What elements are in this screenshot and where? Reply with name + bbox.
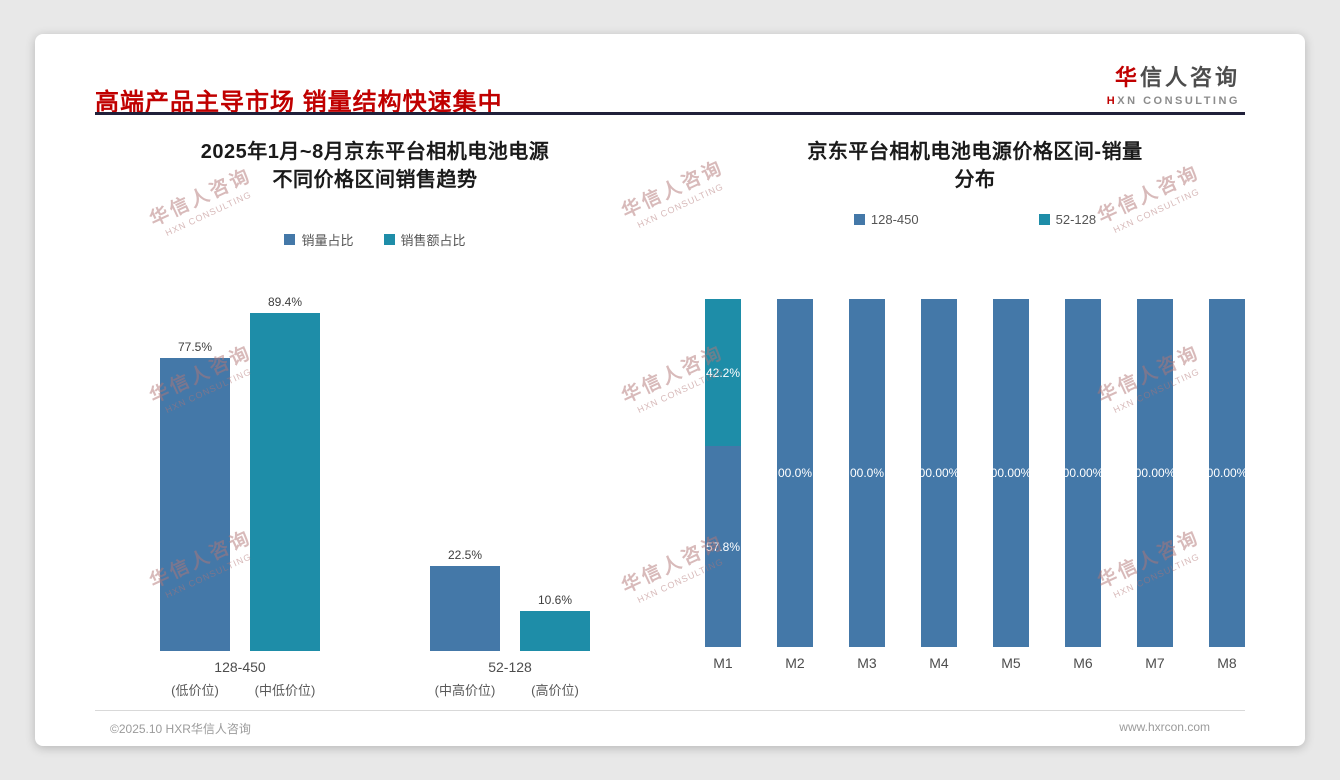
segment-128-450: 57.8% xyxy=(705,446,741,647)
segment-value-label: 00.0% xyxy=(849,466,885,480)
category-sublabel: (中高价位) xyxy=(434,683,496,698)
bar-column: 77.5% xyxy=(160,340,230,651)
logo-en-rest: XN CONSULTING xyxy=(1117,95,1240,107)
legend-swatch-icon xyxy=(1038,214,1050,225)
stacked-bar: 42.2% 57.8% xyxy=(705,299,741,647)
legend-label: 128-450 xyxy=(870,212,919,227)
x-axis-label: M8 xyxy=(1217,655,1237,671)
legend-label: 52-128 xyxy=(1055,212,1097,227)
segment-value-label: 00.00% xyxy=(918,466,960,480)
segment-value-label: 00.0% xyxy=(777,466,813,480)
x-axis-label: M6 xyxy=(1073,655,1093,671)
category-sublabel: (低价位) xyxy=(171,683,219,698)
segment-128-450: 00.0% xyxy=(777,299,813,647)
category-sublabels: (低价位) (中低价位) xyxy=(160,680,320,699)
logo-cn-accent: 华 xyxy=(1114,65,1140,90)
category-sublabel: (高价位) xyxy=(531,683,579,698)
bar-value-label: 10.6% xyxy=(537,593,573,607)
logo-cn-rest: 信人咨询 xyxy=(1139,65,1240,90)
bar-column: 10.6% xyxy=(520,593,590,651)
company-logo: 华信人咨询 HXN CONSULTING xyxy=(1107,60,1240,107)
bar-value-label: 89.4% xyxy=(267,295,303,309)
segment-value-label: 00.00% xyxy=(1062,466,1104,480)
legend-swatch-icon xyxy=(284,234,296,245)
category-label: 52-128 xyxy=(488,659,532,675)
copyright-text: ©2025.10 HXR华信人咨询 xyxy=(110,722,251,736)
x-axis-label: M3 xyxy=(857,655,877,671)
bar-销量占比 xyxy=(430,566,500,651)
segment-value-label: 00.00% xyxy=(1206,466,1248,480)
bar-销售额占比 xyxy=(250,313,320,651)
segment-value-label: 00.00% xyxy=(1134,466,1176,480)
bar-group: 77.5% 89.4% 128-450 (低价位) (中低价位) xyxy=(160,253,320,699)
stacked-bar: 00.00% xyxy=(918,299,960,647)
x-axis-label: M5 xyxy=(1001,655,1021,671)
segment-128-450: 00.00% xyxy=(918,299,960,647)
bar-销量占比 xyxy=(160,358,230,651)
bar-销售额占比 xyxy=(520,611,590,651)
website-link[interactable]: www.hxrcon.com xyxy=(1119,720,1210,734)
legend-item: 128-450 xyxy=(853,212,919,227)
bar-value-label: 77.5% xyxy=(177,340,213,354)
stacked-bar: 00.0% xyxy=(777,299,813,647)
bar-group: 22.5% 10.6% 52-128 (中高价位) (高价位) xyxy=(430,253,590,699)
legend-item: 销售额占比 xyxy=(383,230,466,249)
title-underline xyxy=(95,112,1245,115)
category-label: 128-450 xyxy=(214,659,266,675)
x-axis-label: M4 xyxy=(929,655,949,671)
x-axis-label: M2 xyxy=(785,655,805,671)
segment-value-label: 42.2% xyxy=(705,365,741,380)
stacked-bar: 00.00% xyxy=(1134,299,1176,647)
segment-128-450: 00.0% xyxy=(849,299,885,647)
legend-label: 销售额占比 xyxy=(400,233,466,248)
bars-row: 77.5% 89.4% xyxy=(160,253,320,651)
segment-128-450: 00.00% xyxy=(1062,299,1104,647)
x-axis-label: M7 xyxy=(1145,655,1165,671)
right-xaxis: M1 M2 M3 M4 M5 M6 M7 M8 xyxy=(705,655,1245,671)
segment-128-450: 00.00% xyxy=(1134,299,1176,647)
bar-column: 89.4% xyxy=(250,295,320,651)
legend-swatch-icon xyxy=(853,214,865,225)
slide-card: 华信人咨询 HXN CONSULTING 华信人咨询 HXN CONSULTING 华信… xyxy=(35,34,1305,746)
logo-chinese-name: 华信人咨询 xyxy=(1107,60,1240,92)
stacked-bar: 00.0% xyxy=(849,299,885,647)
legend-label: 销量占比 xyxy=(301,233,354,248)
right-plot: 42.2% 57.8% 00.0% 00.0% 00.00% 00.00% 00.00% 00… xyxy=(705,299,1248,647)
x-axis-label: M1 xyxy=(713,655,733,671)
right-chart-title: 京东平台相机电池电源价格区间-销量 分布 xyxy=(807,141,1143,191)
stacked-bar: 00.00% xyxy=(1062,299,1104,647)
segment-128-450: 00.00% xyxy=(990,299,1032,647)
legend-swatch-icon xyxy=(383,234,395,245)
legend-item: 52-128 xyxy=(1038,212,1097,227)
bars-row: 22.5% 10.6% xyxy=(430,253,590,651)
left-plot: 77.5% 89.4% 128-450 (低价位) (中低价位) 22.5% 10.6% 52… xyxy=(95,253,655,699)
right-chart: 京东平台相机电池电源价格区间-销量 分布 128-450 52-128 42.2%… xyxy=(675,138,1275,671)
left-chart: 2025年1月~8月京东平台相机电池电源 不同价格区间销售趋势 销量占比 销售额占… xyxy=(95,138,655,699)
segment-value-label: 57.8% xyxy=(705,539,741,554)
segment-52-128: 42.2% xyxy=(705,299,741,446)
logo-english-name: HXN CONSULTING xyxy=(1107,95,1240,107)
left-chart-legend: 销量占比 销售额占比 xyxy=(95,230,655,249)
segment-value-label: 00.00% xyxy=(990,466,1032,480)
slide-title: 高端产品主导市场 销量结构快速集中 xyxy=(95,89,503,116)
stacked-bar: 00.00% xyxy=(990,299,1032,647)
stacked-bar: 00.00% xyxy=(1206,299,1248,647)
left-chart-title: 2025年1月~8月京东平台相机电池电源 不同价格区间销售趋势 xyxy=(200,141,550,191)
bar-value-label: 22.5% xyxy=(447,548,483,562)
legend-item: 销量占比 xyxy=(284,230,354,249)
logo-en-accent: H xyxy=(1106,95,1118,107)
footer-divider xyxy=(95,710,1245,711)
right-chart-legend: 128-450 52-128 xyxy=(675,212,1275,227)
bar-column: 22.5% xyxy=(430,548,500,651)
category-sublabel: (中低价位) xyxy=(254,683,316,698)
category-sublabels: (中高价位) (高价位) xyxy=(430,680,590,699)
segment-128-450: 00.00% xyxy=(1206,299,1248,647)
